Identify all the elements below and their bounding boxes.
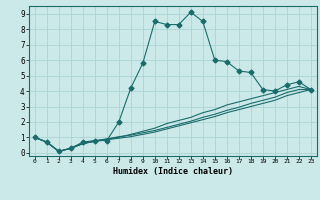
X-axis label: Humidex (Indice chaleur): Humidex (Indice chaleur)	[113, 167, 233, 176]
